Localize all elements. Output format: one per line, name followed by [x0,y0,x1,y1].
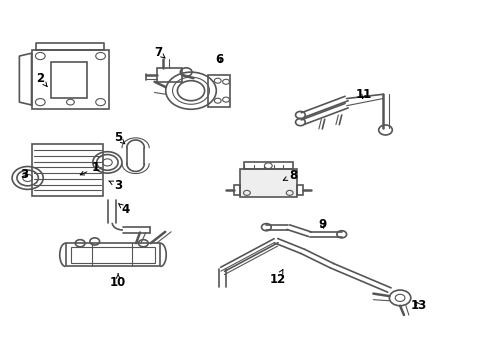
Text: 5: 5 [114,131,125,144]
Bar [31,50,109,109]
Text: 3: 3 [20,168,29,181]
Text: 11: 11 [355,89,371,102]
Text: 8: 8 [283,169,297,182]
Text: 4: 4 [118,203,129,216]
Bar [233,185,239,195]
Bar [243,162,292,169]
Bar [207,75,229,107]
Text: 13: 13 [409,299,426,312]
Bar [296,185,302,195]
Text: 9: 9 [318,218,326,231]
Text: 3: 3 [108,179,122,192]
Text: 2: 2 [36,72,47,87]
Bar [157,68,182,82]
Bar [71,247,154,263]
Bar [51,62,87,98]
Text: 7: 7 [154,46,165,59]
Text: 1: 1 [80,161,100,175]
Text: 6: 6 [215,53,223,66]
Bar [239,169,296,197]
Text: 10: 10 [110,274,126,289]
Bar [65,243,160,266]
Bar [31,144,103,196]
Text: 12: 12 [269,270,285,286]
